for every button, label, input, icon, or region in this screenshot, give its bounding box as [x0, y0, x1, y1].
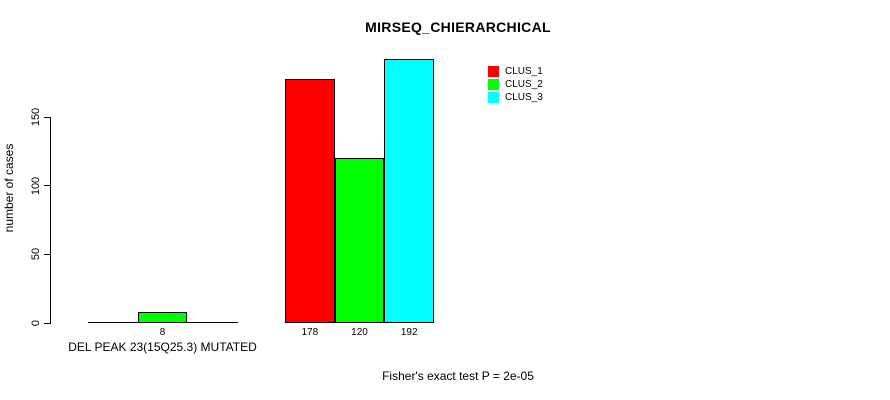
legend: CLUS_1 CLUS_2 CLUS_3 — [488, 65, 543, 104]
legend-swatch-icon — [488, 92, 499, 103]
legend-swatch-icon — [488, 79, 499, 90]
fisher-test-annotation: Fisher's exact test P = 2e-05 — [382, 369, 534, 383]
bar-value-label: 192 — [400, 327, 418, 338]
legend-item: CLUS_1 — [488, 65, 543, 78]
legend-item: CLUS_3 — [488, 91, 543, 104]
y-tick — [44, 253, 50, 255]
y-tick-label: 100 — [30, 176, 42, 195]
legend-swatch-icon — [488, 66, 499, 77]
y-tick-label: 0 — [30, 319, 42, 327]
legend-item: CLUS_2 — [488, 78, 543, 91]
bar-clus_2 — [137, 312, 188, 323]
legend-item-label: CLUS_1 — [505, 66, 543, 77]
bar-value-label: 120 — [351, 327, 368, 338]
y-tick-label: 150 — [30, 107, 42, 127]
bar-value-label: 178 — [301, 327, 319, 338]
y-tick — [44, 185, 50, 187]
bar-clus_2 — [334, 158, 385, 323]
y-tick — [44, 322, 50, 324]
chart-title: MIRSEQ_CHIERARCHICAL — [365, 19, 551, 35]
zero-bar-clus_3 — [187, 322, 238, 323]
x-axis-label: DEL PEAK 23(15Q25.3) MUTATED — [68, 340, 257, 354]
legend-item-label: CLUS_2 — [505, 79, 543, 90]
bar-value-label: 8 — [159, 327, 166, 338]
bar-clus_1 — [285, 78, 335, 323]
y-tick — [44, 116, 50, 118]
y-axis-line — [50, 117, 51, 324]
y-tick-label: 50 — [30, 248, 42, 261]
bar-clus_3 — [384, 59, 434, 323]
zero-bar-clus_1 — [88, 322, 139, 323]
legend-item-label: CLUS_3 — [505, 92, 543, 103]
y-axis-label: number of cases — [2, 143, 16, 233]
